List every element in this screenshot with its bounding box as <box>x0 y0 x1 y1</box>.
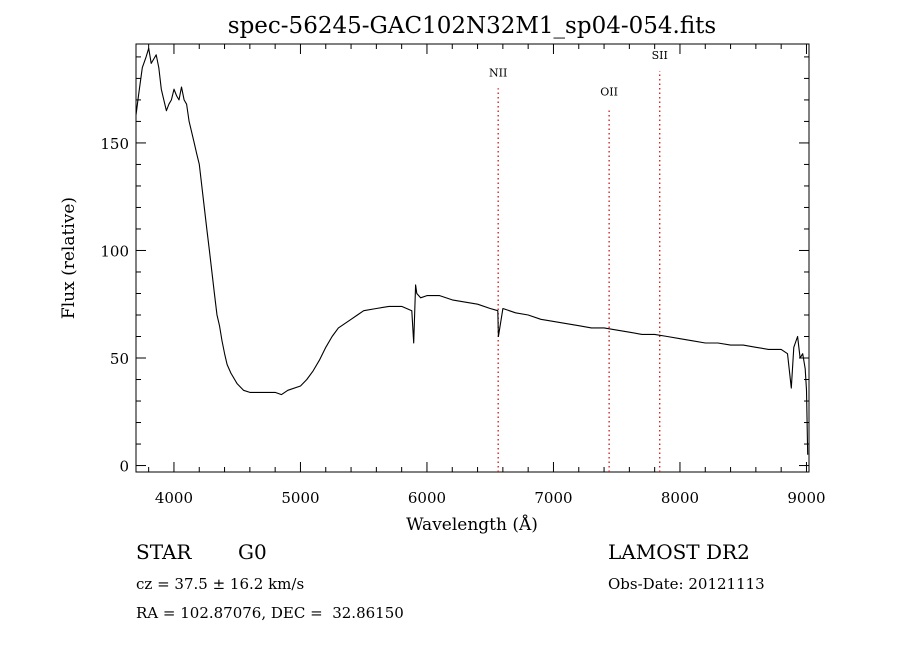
redshift-text: cz = 37.5 ± 16.2 km/s <box>136 575 305 593</box>
emission-line-label: OII <box>600 86 618 99</box>
y-tick-label: 150 <box>100 135 129 153</box>
y-tick-label: 50 <box>110 350 129 368</box>
obs-date-text: Obs-Date: 20121113 <box>608 575 765 593</box>
x-tick-label: 9000 <box>787 489 825 507</box>
plot-frame <box>135 43 810 473</box>
y-tick-label: 0 <box>119 458 129 476</box>
object-subclass: G0 <box>238 540 267 564</box>
x-tick-label: 5000 <box>281 489 319 507</box>
chart-title: spec-56245-GAC102N32M1_sp04-054.fits <box>228 13 716 39</box>
survey-name: LAMOST DR2 <box>608 540 750 564</box>
coordinates-text: RA = 102.87076, DEC = 32.86150 <box>136 604 404 622</box>
emission-line-label: SII <box>652 49 668 62</box>
x-tick-label: 4000 <box>155 489 193 507</box>
emission-line-label: NII <box>489 66 507 79</box>
x-axis-label: Wavelength (Å) <box>406 514 538 535</box>
y-axis-label: Flux (relative) <box>59 197 79 319</box>
y-tick-label: 100 <box>100 242 129 260</box>
object-type: STAR <box>136 540 192 564</box>
spectrum-line <box>135 47 809 455</box>
x-tick-label: 6000 <box>408 489 446 507</box>
x-tick-label: 8000 <box>661 489 699 507</box>
x-tick-label: 7000 <box>534 489 572 507</box>
